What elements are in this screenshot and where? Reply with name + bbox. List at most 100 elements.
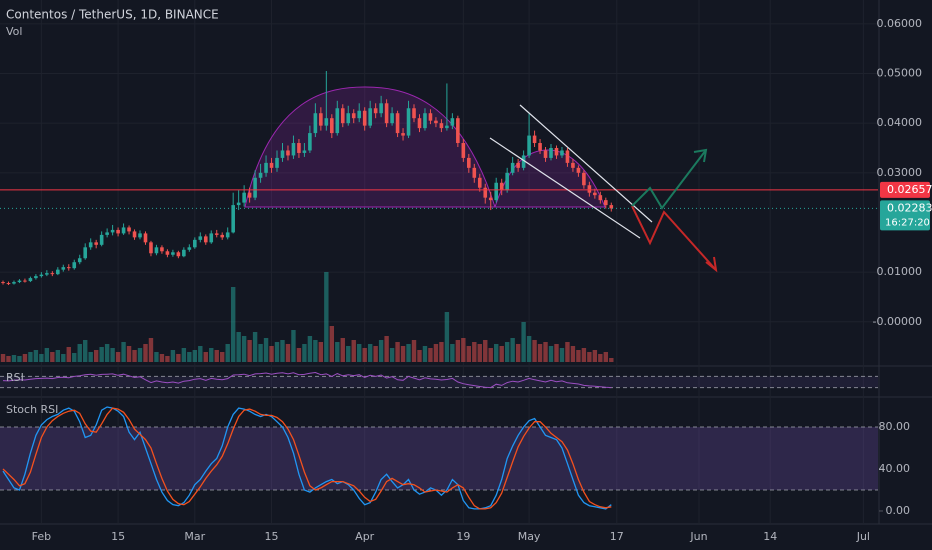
volume-bar [494, 344, 499, 362]
volume-bar [400, 346, 406, 362]
candle-body [72, 262, 77, 269]
volume-bar [236, 332, 241, 362]
x-tick-label: Feb [32, 530, 51, 543]
volume-bar [417, 350, 422, 362]
candle-body [543, 150, 548, 158]
volume-bar [296, 348, 302, 362]
candle-body [132, 231, 137, 238]
candle-body [187, 247, 192, 250]
candle-body [61, 267, 66, 270]
volume-bar [526, 336, 532, 362]
candle-body [384, 103, 389, 124]
volume-bar [499, 346, 504, 362]
candle-body [209, 233, 214, 243]
volume-bar [176, 354, 181, 362]
candle-body [401, 133, 405, 136]
stoch-tick-label: 80.00 [879, 420, 911, 433]
y-tick-label: -0.00000 [873, 315, 922, 328]
candle-body [88, 242, 93, 248]
volume-bar [0, 354, 6, 362]
candle-body [335, 108, 340, 134]
volume-bar [280, 340, 285, 362]
candle-body [406, 108, 411, 136]
cup-drawing [244, 86, 496, 208]
candle-body [34, 276, 38, 279]
candle-body [1, 282, 5, 284]
bull-arrow [631, 149, 707, 210]
candle-body [121, 227, 126, 234]
candle-body [494, 182, 499, 201]
x-tick-label: May [518, 530, 541, 543]
volume-bar [269, 346, 274, 362]
volume-bar [285, 344, 291, 362]
candle-body [12, 282, 16, 284]
volume-bar [329, 326, 335, 362]
volume-bar [55, 350, 61, 362]
candle-body [346, 113, 351, 124]
x-tick-label: 15 [111, 530, 125, 543]
volume-bar [587, 352, 592, 362]
volume-bar [504, 342, 510, 362]
volume-bar [406, 344, 411, 362]
volume-bar [220, 352, 225, 362]
volume-bar [137, 348, 143, 362]
candle-body [143, 233, 148, 243]
wedge-line [519, 104, 653, 223]
y-tick-label: 0.05000 [877, 66, 923, 79]
candle-body [368, 108, 372, 126]
candle-body [560, 150, 564, 156]
candle-body [510, 162, 515, 173]
y-tick-label: 0.06000 [877, 17, 923, 30]
volume-bar [389, 348, 395, 362]
candle-body [280, 150, 285, 158]
volume-bar [17, 356, 22, 362]
candle-body [450, 118, 455, 126]
x-tick-label: Mar [184, 530, 205, 543]
volume-bar [472, 342, 477, 362]
chart-title: Contentos / TetherUS, 1D, BINANCE [6, 8, 219, 22]
last-price-tag [880, 200, 930, 231]
volume-bar [165, 356, 170, 362]
candle-body [17, 280, 22, 283]
volume-bar [581, 348, 587, 362]
volume-bar [44, 348, 50, 362]
candle-body [521, 155, 526, 168]
volume-bar [565, 342, 570, 362]
volume-bar [548, 346, 554, 362]
volume-bar [537, 344, 543, 362]
candle-body [116, 229, 120, 234]
wedge-line [489, 137, 641, 239]
x-tick-label: 17 [610, 530, 624, 543]
volume-bar [241, 336, 247, 362]
volume-bar [532, 340, 537, 362]
candle-body [609, 205, 614, 209]
volume-bar [576, 350, 581, 362]
volume-bar [335, 342, 340, 362]
candle-body [269, 162, 274, 168]
candle-body [291, 143, 296, 156]
stoch-line [2, 407, 612, 510]
volume-bar [50, 352, 55, 362]
candle-body [286, 150, 290, 156]
rsi-label: RSI [6, 371, 24, 384]
candle-body [247, 192, 252, 198]
candle-body [198, 236, 203, 240]
candle-body [412, 108, 416, 119]
volume-bar [346, 346, 351, 362]
volume-bar [598, 354, 603, 362]
volume-bar [592, 350, 598, 362]
stoch-tick-label: 0.00 [886, 504, 911, 517]
candle-body [434, 120, 438, 124]
candle-body [45, 273, 49, 275]
candle-body [231, 205, 235, 233]
volume-bar [307, 336, 313, 362]
candle-body [225, 232, 230, 238]
volume-bar [362, 348, 367, 362]
candle-body [99, 234, 104, 245]
volume-bar [570, 346, 576, 362]
volume-bar [433, 344, 439, 362]
candle-body [236, 202, 241, 206]
bear-arrowhead [705, 256, 718, 273]
